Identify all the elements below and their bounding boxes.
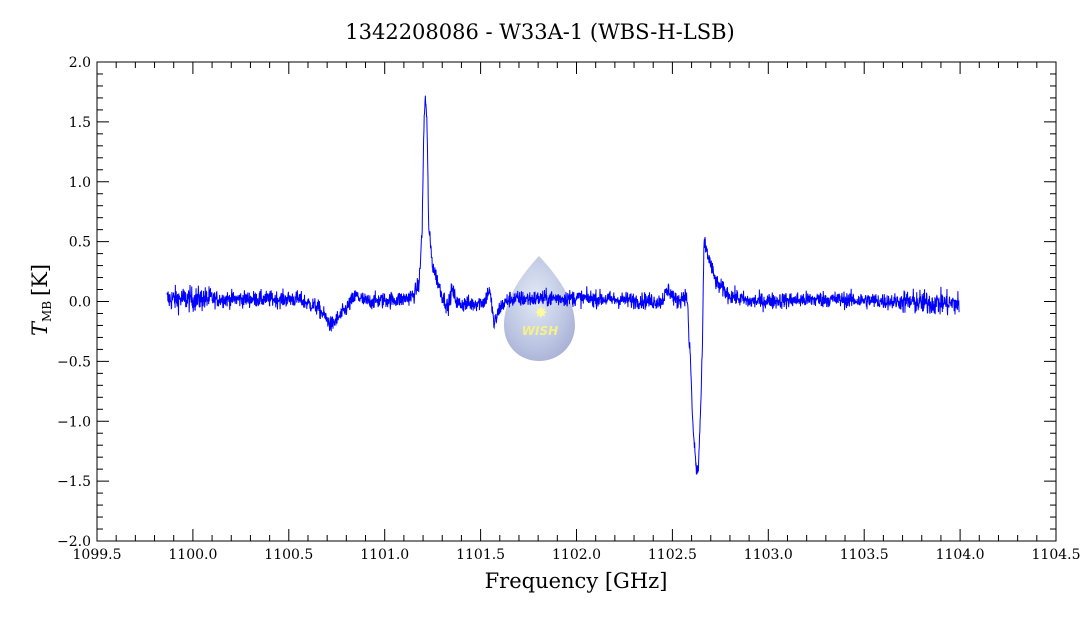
- x-tick-label: 1102.5: [648, 547, 697, 563]
- y-axis-label-main: T: [28, 320, 52, 336]
- watermark-text: WISH: [522, 324, 558, 338]
- y-tick-label: 0.0: [69, 295, 91, 311]
- y-axis-label-sub: MB: [40, 301, 54, 322]
- x-tick-label: 1100.0: [168, 547, 217, 563]
- y-tick-label: 0.5: [69, 235, 91, 251]
- y-tick-label: −2.0: [57, 534, 91, 550]
- x-tick-label: 1101.0: [360, 547, 409, 563]
- x-axis-label: Frequency [GHz]: [485, 569, 668, 593]
- y-tick-label: −1.5: [57, 474, 91, 490]
- x-tick-label: 1104.0: [936, 547, 985, 563]
- series-line-spectrum: [166, 95, 960, 475]
- y-tick-label: 2.0: [69, 55, 91, 71]
- x-tick-label: 1099.5: [73, 547, 122, 563]
- y-axis-label-unit: [K]: [28, 264, 52, 296]
- star-icon: ✸: [534, 303, 547, 322]
- y-tick-label: 1.5: [69, 115, 91, 131]
- x-tick-label: 1103.5: [840, 547, 889, 563]
- x-tick-label: 1103.0: [744, 547, 793, 563]
- x-tick-label: 1101.5: [456, 547, 505, 563]
- x-tick-label: 1104.5: [1032, 547, 1080, 563]
- y-tick-label: −0.5: [57, 354, 91, 370]
- y-tick-label: 1.0: [69, 175, 91, 191]
- x-tick-label: 1100.5: [264, 547, 313, 563]
- wish-logo-watermark: ✸ WISH: [504, 256, 575, 361]
- chart-title: 1342208086 - W33A-1 (WBS-H-LSB): [345, 20, 734, 44]
- y-axis-label: T MB [K]: [28, 264, 54, 336]
- x-tick-label: 1102.0: [552, 547, 601, 563]
- y-tick-label: −1.0: [57, 414, 91, 430]
